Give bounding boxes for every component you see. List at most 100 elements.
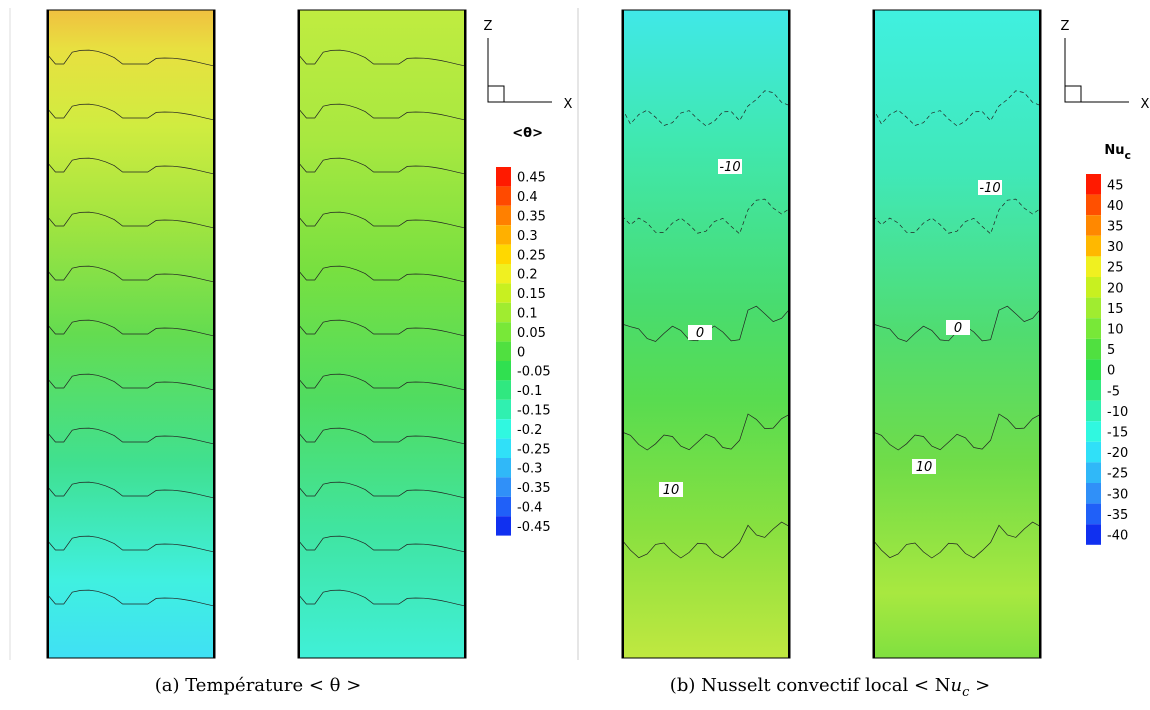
colorbar-title: <θ> [512,126,543,141]
colorbar-label: -0.25 [517,442,551,457]
contour-line [297,373,467,391]
contour-panel [297,9,467,659]
colorbar-swatch [1086,400,1101,422]
colorbar-swatch [496,264,511,284]
colorbar-label: -10 [1107,405,1128,420]
colorbar-swatch [1086,215,1101,236]
contour-line [297,589,467,607]
contour-line [872,90,1042,127]
axis-label: X [564,97,573,112]
colorbar-swatch [1086,297,1101,319]
contour-line [297,103,467,121]
colorbar-label: 0.05 [517,326,546,341]
colorbar-label: 0.25 [517,248,546,263]
contour-line [621,413,791,451]
colorbar-swatch [496,419,511,439]
colorbar-label: 0.3 [517,229,538,244]
colorbar-label: -30 [1107,487,1128,502]
contour-line [297,211,467,229]
colorbar-label: -0.15 [517,404,551,419]
colorbar-swatch [496,477,511,497]
contour-line [46,427,216,445]
colorbar-swatch [496,205,511,226]
corner [1064,85,1082,103]
axis-label: Z [484,19,493,34]
colorbar-swatch [1086,462,1101,483]
colorbar-title: Nuc [1104,143,1131,162]
colorbar-swatch [496,380,511,400]
contour-line [46,481,216,499]
contour-label: 0 [954,321,962,336]
contour-line [46,589,216,607]
colorbar-label: -15 [1107,426,1128,441]
colorbar-label: 0.2 [517,268,538,283]
contour-line [297,427,467,445]
contour-panel [46,9,216,659]
colorbar-swatch [496,361,511,381]
contour-label: 10 [663,483,680,498]
colorbar-label: 0.15 [517,287,546,302]
colorbar-label: -0.35 [517,481,551,496]
contour-line [297,535,467,553]
contour-label: 10 [916,460,933,475]
title: Nu [1104,143,1124,158]
colorbar-label: 35 [1107,220,1124,235]
caption: (a) Température < θ > [155,675,362,696]
colorbar-swatch [1086,256,1101,277]
contour-line [621,198,791,235]
colorbar-swatch [1086,194,1101,216]
axis-label: X [1141,97,1150,112]
colorbar-label: -0.1 [517,384,542,399]
colorbar-label: -25 [1107,467,1128,482]
colorbar-label: 45 [1107,178,1124,193]
label-bg [912,459,936,474]
contour-label: -10 [979,181,1000,196]
colorbar-swatch [1086,338,1101,360]
colorbar-swatch [496,302,511,323]
colorbar-label: 0 [517,345,525,360]
contour-line [46,265,216,283]
colorbar-label: -35 [1107,508,1128,523]
colorbar-swatch [1086,421,1101,442]
axis-label: Z [1061,19,1070,34]
contour-line [46,103,216,121]
colorbar-swatch [1086,380,1101,401]
label-bg [659,482,683,497]
colorbar-swatch [496,322,511,342]
colorbar-label: 0 [1107,364,1115,379]
colorbar-swatch [496,225,511,245]
contour-line [46,535,216,553]
contour-line [297,49,467,67]
colorbar-swatch [496,283,511,303]
colorbar-swatch [496,516,511,536]
contour-line [872,198,1042,235]
colorbar-label: 10 [1107,323,1124,338]
contour-line [872,521,1042,559]
colorbar-label: 40 [1107,199,1124,214]
contour-label: -10 [719,160,740,175]
colorbar-label: -0.2 [517,423,542,438]
contour-line [46,211,216,229]
contour-line [297,157,467,175]
colorbar-swatch [1086,318,1101,339]
colorbar-label: 5 [1107,343,1115,358]
label-bg [978,180,1002,195]
colorbar-label: -0.05 [517,365,551,380]
colorbar-label: -0.45 [517,520,551,535]
colorbar-label: 30 [1107,240,1124,255]
colorbar-label: -0.3 [517,462,542,477]
contour-line [46,319,216,337]
colorbar-label: 0.4 [517,190,538,205]
label-bg [946,320,970,335]
contour-line [46,157,216,175]
contour-line [297,265,467,283]
colorbar-label: 25 [1107,261,1124,276]
contour-line [872,413,1042,451]
contour-line [621,521,791,559]
colorbar-label: 0.1 [517,307,538,322]
colorbar-label: -5 [1107,384,1120,399]
colorbar-swatch [496,186,511,206]
colorbar-label: 0.35 [517,210,546,225]
colorbar-swatch [1086,503,1101,525]
